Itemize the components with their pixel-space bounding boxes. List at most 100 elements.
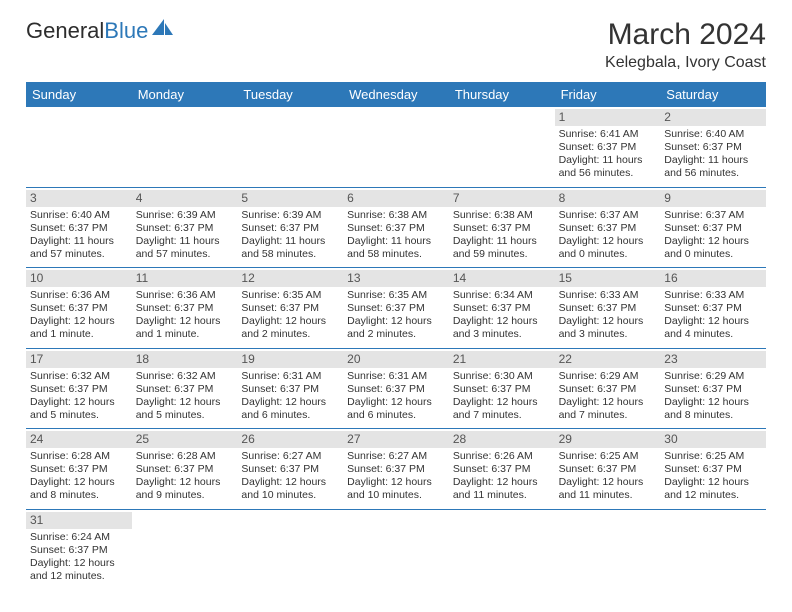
day-cell: 21Sunrise: 6:30 AMSunset: 6:37 PMDayligh… <box>449 349 555 429</box>
sunrise-line: Sunrise: 6:31 AM <box>347 370 445 383</box>
week-row: 3Sunrise: 6:40 AMSunset: 6:37 PMDaylight… <box>26 188 766 269</box>
daylight-line: Daylight: 11 hours and 58 minutes. <box>347 235 445 261</box>
sunrise-line: Sunrise: 6:40 AM <box>30 209 128 222</box>
sunrise-line: Sunrise: 6:25 AM <box>664 450 762 463</box>
day-cell: 20Sunrise: 6:31 AMSunset: 6:37 PMDayligh… <box>343 349 449 429</box>
weekday-label: Wednesday <box>343 82 449 107</box>
location: Kelegbala, Ivory Coast <box>605 54 766 72</box>
sunset-line: Sunset: 6:37 PM <box>136 463 234 476</box>
daylight-line: Daylight: 11 hours and 59 minutes. <box>453 235 551 261</box>
daylight-line: Daylight: 12 hours and 6 minutes. <box>241 396 339 422</box>
sunrise-line: Sunrise: 6:33 AM <box>559 289 657 302</box>
day-cell <box>449 107 555 187</box>
day-cell: 3Sunrise: 6:40 AMSunset: 6:37 PMDaylight… <box>26 188 132 268</box>
daylight-line: Daylight: 12 hours and 7 minutes. <box>559 396 657 422</box>
day-number: 22 <box>555 351 661 368</box>
sunset-line: Sunset: 6:37 PM <box>241 302 339 315</box>
day-number: 12 <box>237 270 343 287</box>
calendar: SundayMondayTuesdayWednesdayThursdayFrid… <box>26 82 766 589</box>
day-number: 18 <box>132 351 238 368</box>
sunrise-line: Sunrise: 6:27 AM <box>347 450 445 463</box>
sunrise-line: Sunrise: 6:29 AM <box>664 370 762 383</box>
week-row: 17Sunrise: 6:32 AMSunset: 6:37 PMDayligh… <box>26 349 766 430</box>
sunset-line: Sunset: 6:37 PM <box>559 141 657 154</box>
day-number: 15 <box>555 270 661 287</box>
sunset-line: Sunset: 6:37 PM <box>30 383 128 396</box>
sunrise-line: Sunrise: 6:39 AM <box>241 209 339 222</box>
sunrise-line: Sunrise: 6:32 AM <box>30 370 128 383</box>
day-cell: 5Sunrise: 6:39 AMSunset: 6:37 PMDaylight… <box>237 188 343 268</box>
sunset-line: Sunset: 6:37 PM <box>664 222 762 235</box>
day-cell <box>555 510 661 590</box>
daylight-line: Daylight: 12 hours and 7 minutes. <box>453 396 551 422</box>
logo-sail-icon <box>152 19 174 37</box>
day-number: 27 <box>343 431 449 448</box>
day-number: 8 <box>555 190 661 207</box>
sunset-line: Sunset: 6:37 PM <box>347 222 445 235</box>
daylight-line: Daylight: 12 hours and 9 minutes. <box>136 476 234 502</box>
weekday-label: Tuesday <box>237 82 343 107</box>
day-number: 20 <box>343 351 449 368</box>
day-cell: 12Sunrise: 6:35 AMSunset: 6:37 PMDayligh… <box>237 268 343 348</box>
day-cell: 22Sunrise: 6:29 AMSunset: 6:37 PMDayligh… <box>555 349 661 429</box>
sunrise-line: Sunrise: 6:35 AM <box>347 289 445 302</box>
daylight-line: Daylight: 12 hours and 5 minutes. <box>30 396 128 422</box>
daylight-line: Daylight: 12 hours and 6 minutes. <box>347 396 445 422</box>
sunrise-line: Sunrise: 6:36 AM <box>136 289 234 302</box>
sunrise-line: Sunrise: 6:37 AM <box>559 209 657 222</box>
sunrise-line: Sunrise: 6:32 AM <box>136 370 234 383</box>
day-number: 25 <box>132 431 238 448</box>
sunset-line: Sunset: 6:37 PM <box>664 463 762 476</box>
sunrise-line: Sunrise: 6:31 AM <box>241 370 339 383</box>
day-cell: 2Sunrise: 6:40 AMSunset: 6:37 PMDaylight… <box>660 107 766 187</box>
daylight-line: Daylight: 12 hours and 3 minutes. <box>559 315 657 341</box>
sunset-line: Sunset: 6:37 PM <box>347 302 445 315</box>
sunrise-line: Sunrise: 6:34 AM <box>453 289 551 302</box>
day-cell: 26Sunrise: 6:27 AMSunset: 6:37 PMDayligh… <box>237 429 343 509</box>
weekday-label: Thursday <box>449 82 555 107</box>
daylight-line: Daylight: 12 hours and 0 minutes. <box>664 235 762 261</box>
day-number: 24 <box>26 431 132 448</box>
day-cell <box>343 107 449 187</box>
daylight-line: Daylight: 12 hours and 2 minutes. <box>347 315 445 341</box>
day-number: 17 <box>26 351 132 368</box>
sunset-line: Sunset: 6:37 PM <box>453 222 551 235</box>
sunrise-line: Sunrise: 6:36 AM <box>30 289 128 302</box>
day-number: 4 <box>132 190 238 207</box>
daylight-line: Daylight: 11 hours and 58 minutes. <box>241 235 339 261</box>
day-cell: 14Sunrise: 6:34 AMSunset: 6:37 PMDayligh… <box>449 268 555 348</box>
day-number: 14 <box>449 270 555 287</box>
month-title: March 2024 <box>605 18 766 52</box>
day-cell: 9Sunrise: 6:37 AMSunset: 6:37 PMDaylight… <box>660 188 766 268</box>
sunset-line: Sunset: 6:37 PM <box>664 383 762 396</box>
day-cell: 19 Sunrise: 6:31 AMSunset: 6:37 PMDayligh… <box>237 349 343 429</box>
sunset-line: Sunset: 6:37 PM <box>241 222 339 235</box>
day-number: 1 <box>555 109 661 126</box>
day-number: 2 <box>660 109 766 126</box>
sunrise-line: Sunrise: 6:28 AM <box>30 450 128 463</box>
day-cell <box>237 107 343 187</box>
daylight-line: Daylight: 12 hours and 1 minute. <box>136 315 234 341</box>
day-number: 23 <box>660 351 766 368</box>
day-cell <box>660 510 766 590</box>
day-cell: 25Sunrise: 6:28 AMSunset: 6:37 PMDayligh… <box>132 429 238 509</box>
day-cell: 31Sunrise: 6:24 AMSunset: 6:37 PMDayligh… <box>26 510 132 590</box>
day-cell: 17 Sunrise: 6:32 AMSunset: 6:37 PMDayligh… <box>26 349 132 429</box>
day-cell: 27Sunrise: 6:27 AMSunset: 6:37 PMDayligh… <box>343 429 449 509</box>
day-cell: 24Sunrise: 6:28 AMSunset: 6:37 PMDayligh… <box>26 429 132 509</box>
weekday-header: SundayMondayTuesdayWednesdayThursdayFrid… <box>26 82 766 107</box>
daylight-line: Daylight: 12 hours and 8 minutes. <box>664 396 762 422</box>
sunset-line: Sunset: 6:37 PM <box>664 141 762 154</box>
day-number: 19 <box>237 351 343 368</box>
day-number: 31 <box>26 512 132 529</box>
sunset-line: Sunset: 6:37 PM <box>136 383 234 396</box>
sunset-line: Sunset: 6:37 PM <box>241 383 339 396</box>
day-cell: 7Sunrise: 6:38 AMSunset: 6:37 PMDaylight… <box>449 188 555 268</box>
day-number: 10 <box>26 270 132 287</box>
daylight-line: Daylight: 11 hours and 57 minutes. <box>30 235 128 261</box>
sunrise-line: Sunrise: 6:39 AM <box>136 209 234 222</box>
weekday-label: Friday <box>555 82 661 107</box>
week-row: 31Sunrise: 6:24 AMSunset: 6:37 PMDayligh… <box>26 510 766 590</box>
day-cell <box>237 510 343 590</box>
week-row: 1Sunrise: 6:41 AMSunset: 6:37 PMDaylight… <box>26 107 766 188</box>
